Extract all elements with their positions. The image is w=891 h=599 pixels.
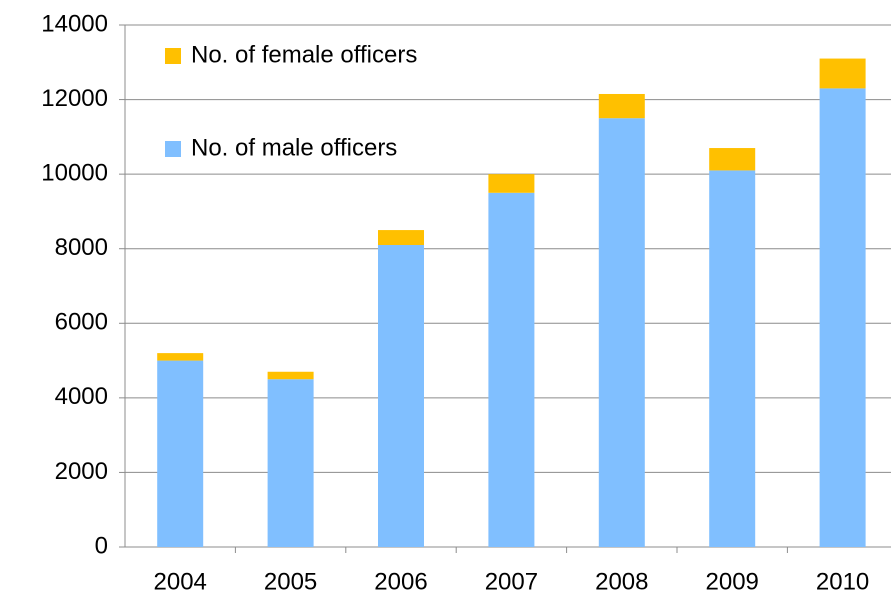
bar-segment xyxy=(378,230,424,245)
legend-label: No. of male officers xyxy=(191,134,397,161)
bar-segment xyxy=(598,93,645,119)
bar-segment xyxy=(709,170,756,547)
bar-segment xyxy=(819,58,866,89)
y-tick-label: 8000 xyxy=(55,234,108,261)
x-tick-label: 2010 xyxy=(816,568,869,595)
bar-segment xyxy=(488,192,535,548)
bar-segment xyxy=(488,174,535,193)
bar-segment xyxy=(157,360,204,547)
y-tick-label: 10000 xyxy=(41,159,108,186)
x-tick-label: 2009 xyxy=(706,568,759,595)
y-tick-label: 4000 xyxy=(55,383,108,410)
bar-segment xyxy=(157,353,204,361)
bar-segment xyxy=(709,148,756,171)
bar-segment xyxy=(267,379,314,547)
legend-label: No. of female officers xyxy=(191,41,417,68)
y-tick-label: 14000 xyxy=(41,10,108,37)
y-tick-label: 6000 xyxy=(55,309,108,336)
x-tick-label: 2004 xyxy=(154,568,207,595)
y-tick-label: 0 xyxy=(95,532,108,559)
y-tick-label: 12000 xyxy=(41,85,108,112)
bar-segment xyxy=(819,88,866,547)
x-tick-label: 2007 xyxy=(485,568,538,595)
x-tick-label: 2006 xyxy=(374,568,427,595)
legend-swatch xyxy=(165,48,181,64)
legend-swatch xyxy=(165,141,181,157)
bar-segment xyxy=(267,371,314,380)
x-tick-label: 2008 xyxy=(595,568,648,595)
bar-segment xyxy=(598,118,645,547)
x-tick-label: 2005 xyxy=(264,568,317,595)
bar-segment xyxy=(378,244,424,547)
y-tick-label: 2000 xyxy=(55,458,108,485)
